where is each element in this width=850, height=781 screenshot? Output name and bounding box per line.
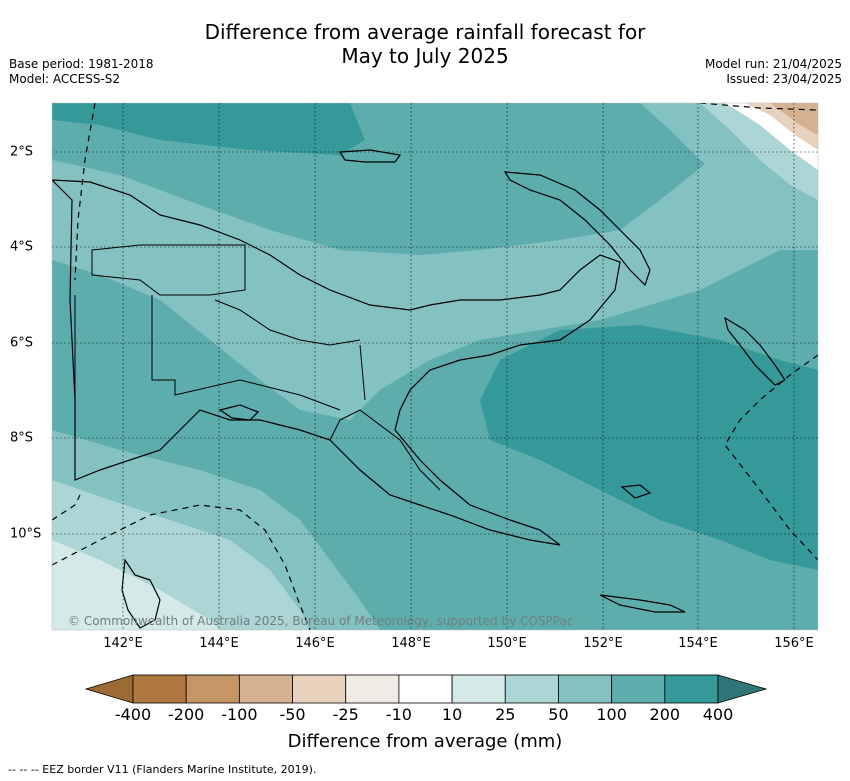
colorbar-swatch (451, 674, 506, 704)
meta-right: Model run: 21/04/2025 Issued: 23/04/2025 (705, 57, 842, 87)
map-frame (51, 102, 819, 631)
louisiade-coast (599, 594, 686, 613)
contour-200-400-se (480, 325, 818, 570)
cape-york-coast (121, 558, 161, 629)
longitude-label: 146°E (295, 636, 335, 651)
eez-south (52, 504, 311, 630)
model-name: Model: ACCESS-S2 (9, 72, 121, 86)
eez-west-2 (52, 494, 81, 521)
longitude-label: 156°E (774, 636, 814, 651)
longitude-label: 144°E (199, 636, 239, 651)
colorbar-swatch (132, 674, 187, 704)
latitude-label: 2°S (10, 144, 34, 160)
colorbar-swatch (238, 674, 293, 704)
colorbar-swatch (345, 674, 400, 704)
colorbar-tick-label: 400 (702, 705, 734, 724)
colorbar-tick-label: 100 (596, 705, 627, 724)
longitude-label: 152°E (583, 636, 623, 651)
latitude-label: 10°S (10, 526, 42, 542)
eez-lines (52, 103, 818, 630)
colorbar-swatch (611, 674, 666, 704)
province-border-4 (329, 409, 441, 491)
province-border-1 (91, 244, 246, 296)
latitude-label: 6°S (10, 335, 34, 351)
title-line-2: May to July 2025 (341, 44, 509, 68)
latitude-label: 8°S (10, 430, 34, 446)
colorbar-tick-label: 25 (495, 705, 516, 724)
province-border-2 (151, 295, 341, 411)
longitude-label: 150°E (487, 636, 527, 651)
rainfall-contours (52, 103, 818, 630)
province-border-3 (214, 299, 361, 346)
colorbar-tick-label: -100 (221, 705, 258, 724)
copyright-notice: © Commonwealth of Australia 2025, Bureau… (68, 614, 574, 628)
meta-left: Base period: 1981-2018 Model: ACCESS-S2 (9, 57, 154, 87)
eez-north (699, 103, 818, 111)
colorbar-tick-label: 50 (548, 705, 569, 724)
longitude-label: 154°E (678, 636, 718, 651)
lake-coast (218, 404, 260, 421)
title-line-1: Difference from average rainfall forecas… (204, 20, 646, 44)
colorbar-tick-label: -50 (279, 705, 306, 724)
longitude-label: 142°E (103, 636, 143, 651)
province-border-5 (359, 344, 366, 401)
contour-neutral-sw (52, 540, 220, 630)
borders (74, 244, 441, 491)
colorbar (84, 674, 768, 704)
colorbar-extend-low (84, 674, 134, 704)
colorbar-swatch (292, 674, 347, 704)
colorbar-swatch (504, 674, 559, 704)
colorbar-tick-label: -10 (385, 705, 412, 724)
bougainville-coast (724, 316, 786, 386)
colorbar-swatch (664, 674, 719, 704)
colorbar-swatch (558, 674, 613, 704)
coastlines (52, 149, 786, 629)
colorbar-tick-label: -200 (168, 705, 205, 724)
new-britain-coast (503, 171, 651, 287)
eez-footnote: -- -- -- EEZ border V11 (Flanders Marine… (8, 763, 317, 776)
issued-date: Issued: 23/04/2025 (726, 72, 842, 86)
longitude-label: 148°E (391, 636, 431, 651)
colorbar-swatch (398, 674, 453, 704)
model-run: Model run: 21/04/2025 (704, 57, 842, 71)
map-title: Difference from average rainfall forecas… (0, 20, 850, 68)
colorbar-tick-label: 10 (441, 705, 463, 724)
island-coast (620, 484, 652, 499)
colorbar-tick-label: 200 (649, 705, 681, 724)
latitude-label: 4°S (10, 239, 34, 255)
colorbar-tick-label: -400 (114, 705, 152, 724)
manus-coast (338, 149, 402, 163)
colorbar-tick-label: -25 (332, 705, 359, 724)
colorbar-extend-high (717, 674, 768, 704)
colorbar-title: Difference from average (mm) (287, 731, 563, 752)
base-period: Base period: 1981-2018 (9, 57, 154, 71)
new-guinea-coast (52, 179, 621, 546)
eez-west (74, 103, 96, 281)
contour-200-400-north (52, 103, 365, 155)
colorbar-swatch (185, 674, 240, 704)
contour-25-50-central (52, 130, 818, 420)
